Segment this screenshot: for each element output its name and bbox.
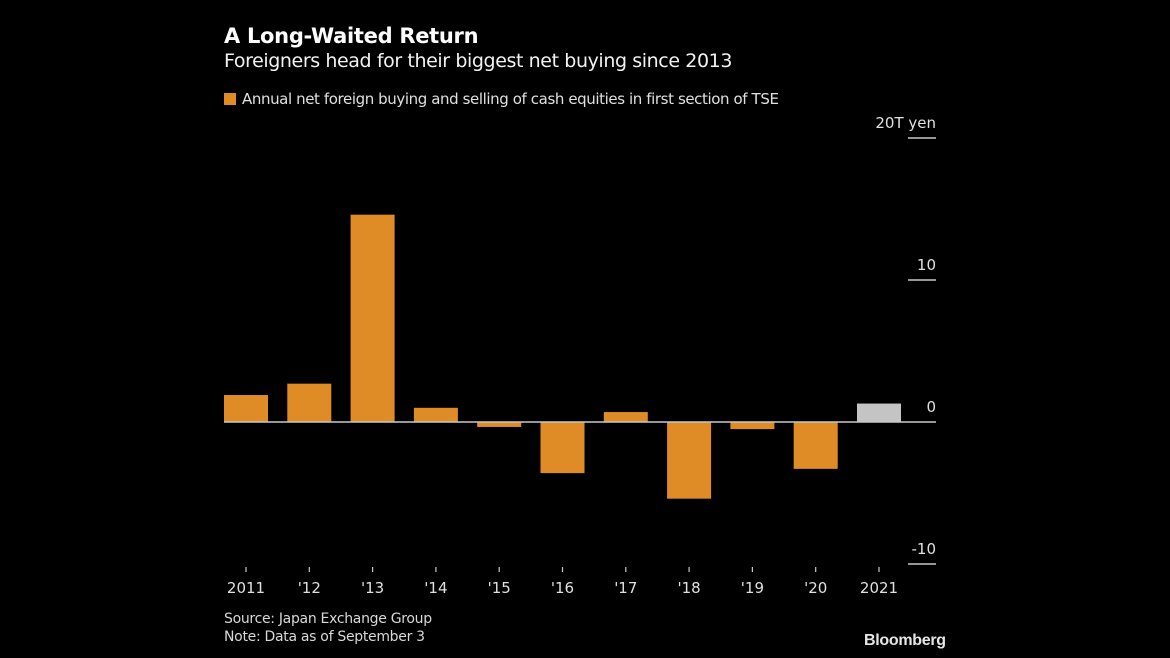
x-tick-label: '16: [551, 579, 574, 597]
chart-title: A Long-Waited Return: [224, 24, 479, 48]
x-tick-label: '19: [741, 579, 764, 597]
x-tick-label: '15: [488, 579, 511, 597]
data-note: Note: Data as of September 3: [224, 629, 425, 645]
y-tick-label: 20T yen: [875, 114, 936, 132]
x-tick-label: '13: [361, 579, 384, 597]
y-tick-label: 10: [917, 256, 936, 274]
x-tick-label: '18: [677, 579, 700, 597]
bar-2021: [857, 403, 901, 422]
chart-subtitle: Foreigners head for their biggest net bu…: [224, 50, 733, 72]
legend-swatch: [224, 93, 236, 105]
bar-15: [477, 422, 522, 427]
legend-label: Annual net foreign buying and selling of…: [242, 90, 779, 108]
bar-18: [667, 422, 712, 499]
y-axis: 20T yen 10 0 -10: [224, 114, 937, 565]
bar-16: [540, 422, 585, 474]
bar-2011: [224, 395, 268, 422]
bar-12: [287, 383, 332, 422]
bar-20: [793, 422, 838, 469]
x-tick-label: 2011: [227, 579, 265, 597]
footer: Source: Japan Exchange Group Note: Data …: [224, 610, 432, 646]
x-tick-label: '20: [804, 579, 827, 597]
bar-13: [350, 214, 395, 422]
bar-19: [730, 422, 775, 430]
x-tick-label: '14: [424, 579, 447, 597]
legend: Annual net foreign buying and selling of…: [224, 90, 779, 108]
source-note: Source: Japan Exchange Group: [224, 611, 432, 627]
x-tick-label: '12: [298, 579, 321, 597]
y-tick-label: 0: [926, 398, 936, 416]
x-axis: 2011 '12 '13 '14 '15 '16 '17 '18 '19 '20 2021: [227, 567, 898, 597]
x-tick-label: 2021: [860, 579, 898, 597]
bar-14: [413, 407, 458, 422]
bars-group: [224, 214, 901, 499]
x-tick-label: '17: [614, 579, 637, 597]
y-tick-label: -10: [912, 540, 937, 558]
bar-17: [603, 412, 648, 422]
bloomberg-logo: Bloomberg: [864, 632, 946, 649]
